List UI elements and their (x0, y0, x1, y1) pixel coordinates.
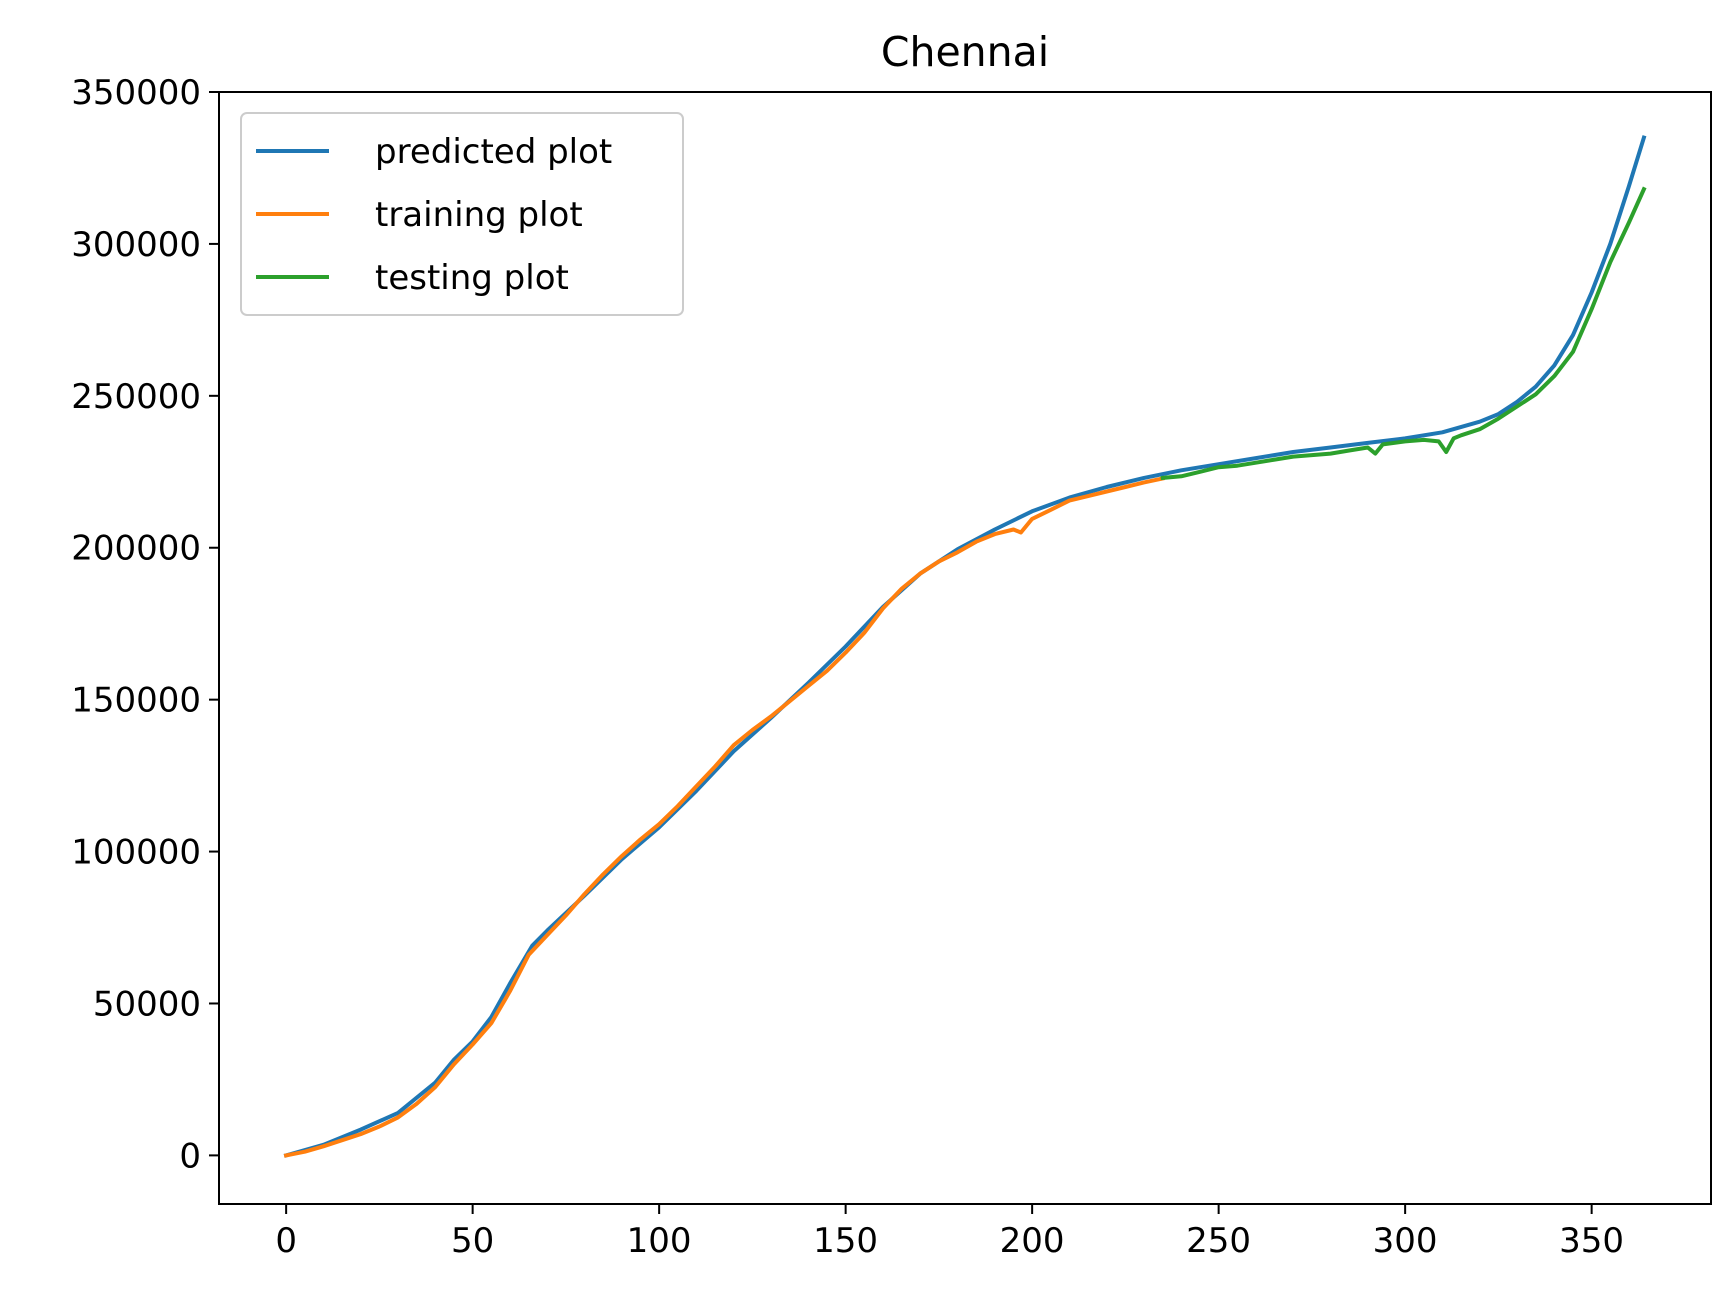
x-tick-label: 100 (627, 1221, 692, 1261)
y-tick-label: 300000 (71, 225, 201, 265)
legend-label: testing plot (375, 258, 569, 298)
x-tick-label: 250 (1186, 1221, 1251, 1261)
x-tick-label: 350 (1559, 1221, 1624, 1261)
x-tick-label: 150 (813, 1221, 878, 1261)
x-tick-label: 300 (1373, 1221, 1438, 1261)
axes-frame (218, 91, 1712, 1205)
plot-area: 0 50 100 150 200 250 300 350 0 50000 100000 150000 2… (71, 73, 1712, 1261)
legend-label: predicted plot (375, 132, 612, 172)
legend-label: training plot (375, 195, 583, 235)
y-tick-label: 100000 (71, 833, 201, 873)
y-tick-label: 350000 (71, 73, 201, 113)
series-line-3 (1160, 186, 1647, 481)
y-tick-label: 250000 (71, 377, 201, 417)
y-tick-label: 0 (179, 1136, 201, 1176)
x-tick-label: 50 (451, 1221, 494, 1261)
series-line-2 (283, 476, 1166, 1158)
y-tick-label: 200000 (71, 529, 201, 569)
legend-box (240, 112, 684, 316)
y-tick-label: 50000 (93, 984, 201, 1024)
x-tick-label: 200 (1000, 1221, 1065, 1261)
chart-title: Chennai (881, 28, 1049, 76)
y-tick-label: 150000 (71, 681, 201, 721)
x-tick-label: 0 (275, 1221, 297, 1261)
legend: predicted plot training plot testing plot (240, 112, 684, 316)
series-line-1 (283, 135, 1647, 1158)
